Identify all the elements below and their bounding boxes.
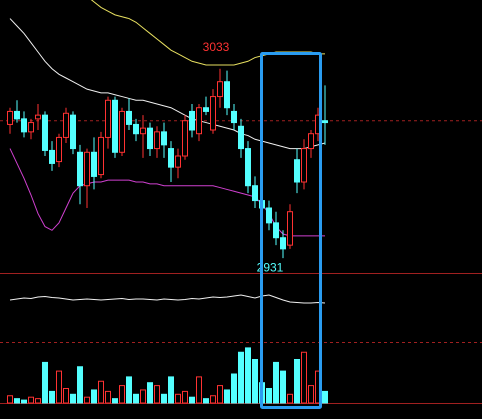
volume-bar <box>56 370 62 404</box>
candle-body <box>308 133 314 150</box>
volume-bar <box>196 376 202 404</box>
candle-body <box>245 148 251 187</box>
volume-bar <box>126 376 132 404</box>
candle-body <box>301 148 307 183</box>
oscillator-line <box>9 294 326 304</box>
volume-bar <box>266 388 272 404</box>
candle-body <box>280 237 286 250</box>
candle-body <box>147 127 153 150</box>
candle-body <box>42 114 48 151</box>
volume-bar <box>77 366 83 404</box>
candle-body <box>154 131 160 150</box>
volume-bar <box>280 370 286 404</box>
candle-body <box>21 118 27 133</box>
candle-body <box>105 99 111 138</box>
candle-body <box>266 207 272 224</box>
candle-body <box>252 185 258 202</box>
candle-body <box>273 222 279 239</box>
volume-bar <box>294 359 300 404</box>
volume-bar <box>168 376 174 404</box>
volume-bar <box>273 361 279 404</box>
volume-bar <box>84 396 90 404</box>
plot: 3033 2931 <box>0 0 482 404</box>
volume-bar <box>154 385 160 404</box>
volume-bar <box>21 399 27 404</box>
candle-body <box>210 96 216 131</box>
candle-body <box>56 136 62 163</box>
candle-body <box>35 114 41 120</box>
candle-body <box>168 148 174 168</box>
candle-body <box>49 149 55 164</box>
volume-bar <box>14 398 20 404</box>
candle-body <box>175 155 181 168</box>
volume-bar <box>245 347 251 404</box>
volume-bar <box>182 390 188 404</box>
volume-bar <box>189 396 195 404</box>
candle-body <box>112 99 118 153</box>
volume-bar <box>238 351 244 404</box>
candle-body <box>238 125 244 150</box>
candle-body <box>7 110 13 125</box>
high-label: 3033 <box>203 40 230 54</box>
volume-bar <box>252 359 258 404</box>
candle-body <box>70 114 76 150</box>
volume-bar <box>63 388 69 404</box>
volume-bar <box>7 395 13 404</box>
candle-body <box>84 151 90 187</box>
volume-bar <box>91 389 97 404</box>
candle-body <box>91 151 97 177</box>
low-label: 2931 <box>257 260 284 274</box>
highlight-box <box>260 52 322 409</box>
candle-body <box>217 81 223 98</box>
candle-body <box>98 136 104 176</box>
volume-bar <box>287 393 293 404</box>
band-line <box>9 18 326 150</box>
candle-body <box>231 110 237 124</box>
volume-bar <box>133 393 139 404</box>
candle-body <box>119 110 125 153</box>
volume-bar <box>70 393 76 404</box>
volume-bar <box>105 390 111 404</box>
candle-body <box>203 107 209 112</box>
candle-body <box>77 151 83 187</box>
volume-bar <box>210 395 216 404</box>
volume-bar <box>147 382 153 404</box>
candle-body <box>63 112 69 138</box>
candle-body <box>126 110 132 125</box>
candle-body <box>14 110 20 120</box>
volume-bar <box>301 351 307 404</box>
volume-bar <box>224 389 230 404</box>
volume-bar <box>175 393 181 404</box>
candle-body <box>224 81 230 109</box>
candle-body <box>196 107 202 135</box>
volume-bar <box>35 398 41 404</box>
volume-bar <box>203 398 209 404</box>
candle-body <box>189 110 195 131</box>
candle-body <box>140 127 146 135</box>
volume-bar <box>42 361 48 404</box>
volume-bar <box>119 385 125 404</box>
volume-bar <box>161 393 167 404</box>
volume-bar <box>231 373 237 404</box>
candle-body <box>294 159 300 183</box>
band-line <box>9 148 325 237</box>
volume-bar <box>308 385 314 404</box>
volume-bar <box>217 385 223 404</box>
candle-body <box>28 122 34 133</box>
volume-bar <box>140 389 146 404</box>
volume-bar <box>49 390 55 404</box>
candle-body <box>182 120 188 157</box>
candle-body <box>133 123 139 135</box>
volume-bar <box>322 390 328 404</box>
volume-bar <box>98 380 104 404</box>
candle-body <box>161 131 167 146</box>
candle-body <box>287 211 293 246</box>
volume-bar <box>28 396 34 404</box>
candle-body <box>322 120 328 124</box>
volume-bar <box>112 398 118 404</box>
